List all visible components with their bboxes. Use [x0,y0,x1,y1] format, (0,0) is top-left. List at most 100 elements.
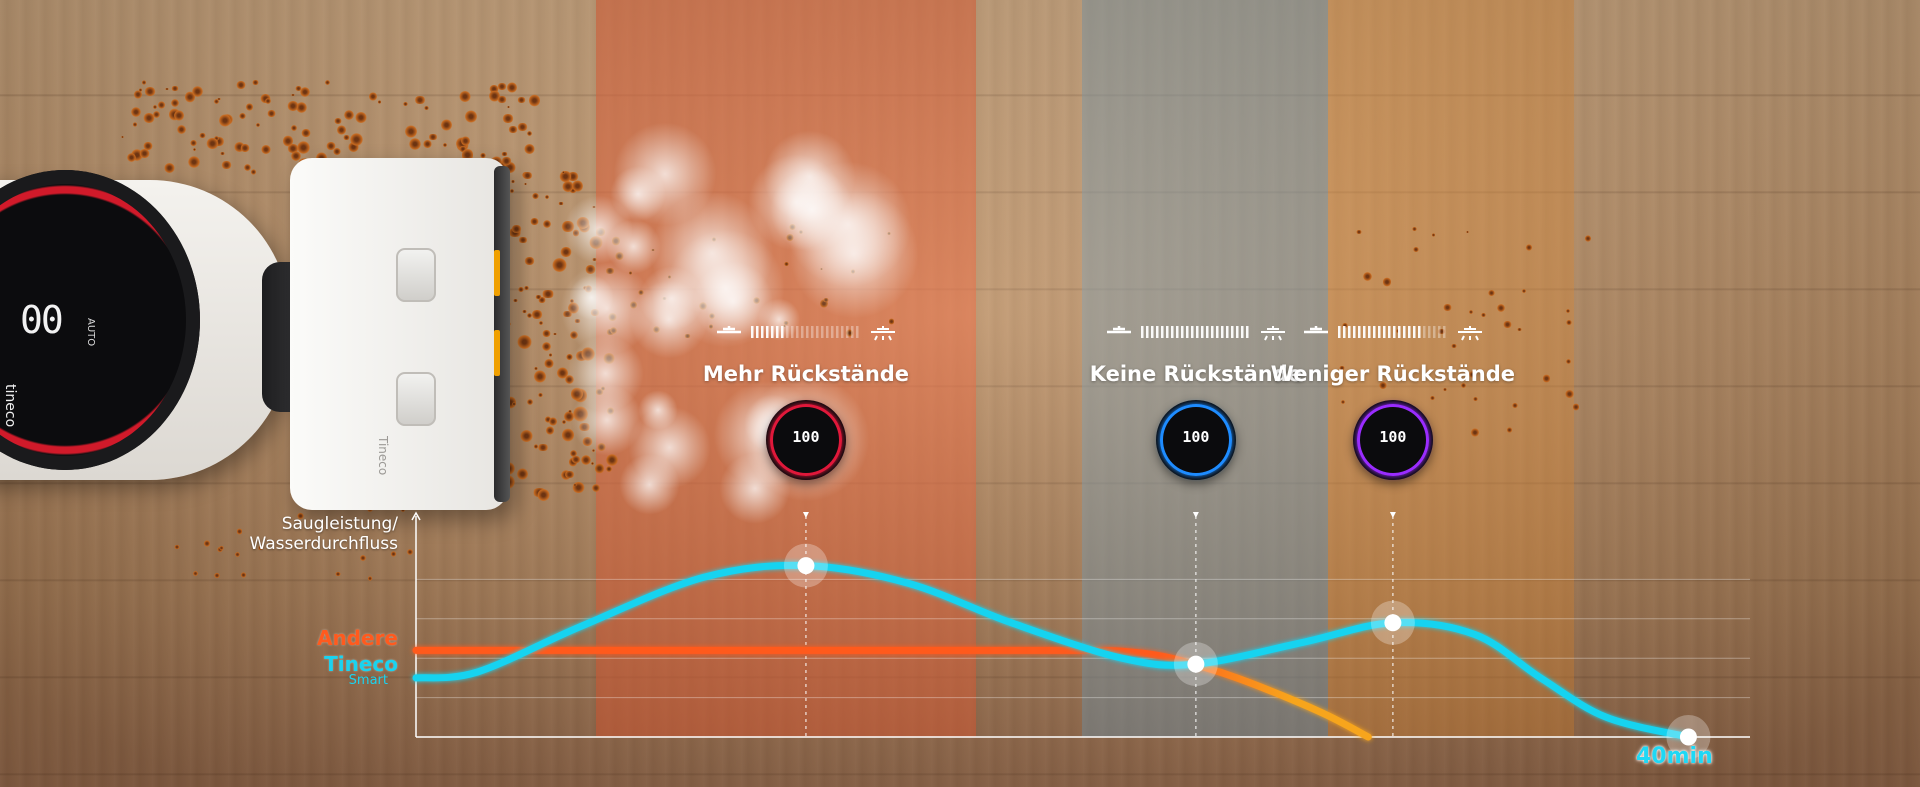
debris-speck [459,91,472,103]
debris-speck [552,332,558,336]
debris-speck [537,488,551,501]
debris-speck [233,141,246,152]
debris-speck [138,149,151,159]
debris-speck [334,571,342,577]
debris-speck [544,416,552,423]
debris-speck [1584,234,1592,243]
y-axis-label-line2: Wasserdurchfluss [249,534,398,554]
debris-speck [784,262,789,267]
debris-speck [173,109,185,121]
zone-label: Mehr Rückstände [702,362,910,386]
debris-speck [245,102,254,112]
debris-speck [171,85,180,92]
flow-meter-icon [1101,322,1291,342]
debris-speck [297,512,304,519]
debris-speck [443,143,447,147]
debris-speck [332,148,342,156]
debris-speck [120,135,125,139]
debris-speck [1566,319,1573,326]
debris-speck [239,144,250,152]
debris-speck [508,126,518,134]
series-line-andere [412,646,1372,741]
debris-speck [507,81,517,93]
marker-dot [1187,655,1205,673]
debris-speck [188,156,201,168]
debris-speck [1564,389,1574,398]
debris-speck [558,202,564,206]
debris-speck [198,133,206,139]
steam-puff [605,219,662,275]
debris-speck [350,132,363,147]
debris-speck [413,95,427,105]
debris-speck [165,87,170,90]
debris-speck [290,151,301,162]
debris-speck [531,309,543,319]
debris-speck [488,89,500,102]
debris-speck [1522,289,1527,294]
debris-speck [1340,400,1346,405]
debris-speck [217,97,221,100]
debris-speck [1342,322,1349,328]
debris-speck [212,136,226,146]
debris-speck [347,141,359,152]
debris-speck [267,109,277,118]
debris-speck [517,467,528,481]
debris-speck [1461,383,1466,389]
debris-speck [580,455,592,466]
debris-speck [545,426,554,435]
debris-speck [1379,381,1388,389]
debris-speck [189,139,198,147]
debris-speck [1437,328,1447,335]
debris-speck [542,329,552,337]
debris-speck [1517,327,1523,331]
debris-speck [517,97,527,104]
debris-speck [138,88,143,92]
debris-speck [1507,427,1513,433]
debris-speck [184,91,196,104]
steam-puff [639,265,705,331]
steam-puff [785,160,913,288]
debris-speck [501,151,509,156]
debris-speck [290,124,298,131]
debris-speck [316,151,328,164]
debris-speck [606,453,618,466]
debris-speck [518,287,525,293]
debris-speck [526,399,533,406]
washer-display-value: 00 [20,298,64,342]
washer-led-strip [494,250,500,296]
washer-head-button [396,372,436,426]
debris-speck [561,428,575,442]
debris-speck [428,133,439,141]
debris-speck [461,148,473,162]
debris-speck [526,130,532,136]
debris-speck [287,101,300,112]
debris-speck [1542,374,1551,383]
debris-speck [497,95,508,103]
debris-speck [206,137,220,149]
debris-speck [529,93,541,107]
debris-speck [153,110,160,119]
debris-speck [407,548,414,555]
debris-speck [300,86,310,97]
debris-speck [542,342,551,352]
debris-speck [423,106,429,110]
debris-speck [282,135,293,147]
debris-speck [539,321,544,325]
washer-head-button [396,248,436,302]
debris-speck [522,172,534,179]
debris-speck [511,224,523,233]
debris-speck [541,289,556,299]
debris-speck [235,80,247,89]
marker-dot [797,557,815,575]
debris-speck [567,171,579,181]
debris-speck [286,143,299,154]
debris-speck [517,123,528,131]
debris-speck [1382,277,1392,288]
debris-speck [559,170,573,182]
debris-speck [1472,396,1479,402]
debris-speck [404,124,417,138]
x-axis-end-label: 40min [1636,744,1713,769]
debris-speck [1432,233,1436,238]
debris-speck [192,147,196,152]
steam-puff [628,406,712,489]
